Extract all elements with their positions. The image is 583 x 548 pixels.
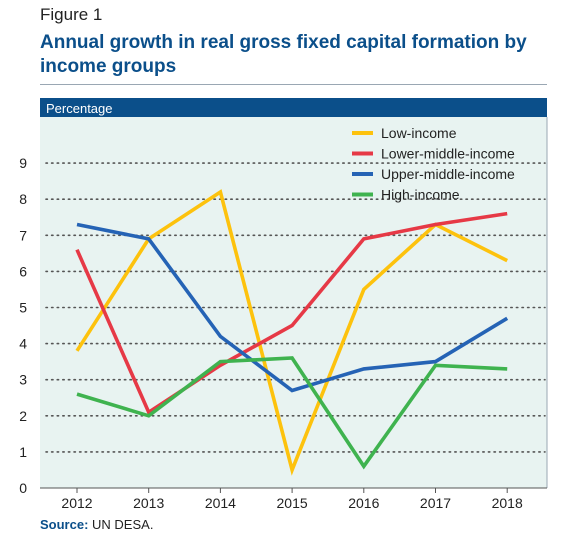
x-tick-label: 2015	[277, 495, 308, 511]
y-tick-label: 5	[19, 300, 27, 316]
y-tick-label: 0	[19, 480, 27, 496]
source-label: Source:	[40, 517, 89, 532]
x-tick-label: 2016	[348, 495, 379, 511]
y-tick-label: 6	[19, 263, 27, 279]
x-tick-label: 2013	[133, 495, 164, 511]
x-tick-label: 2018	[492, 495, 523, 511]
legend-label: Low-income	[381, 125, 457, 141]
chart-title: Annual growth in real gross fixed capita…	[40, 32, 527, 77]
source-text: UN DESA.	[92, 517, 154, 532]
y-tick-label: 4	[19, 336, 27, 352]
series-line-lower-middle-income	[75, 211, 508, 415]
source-note: Source: UN DESA.	[40, 517, 153, 532]
y-tick-label: 3	[19, 372, 27, 388]
x-tick-label: 2017	[420, 495, 451, 511]
y-tick-label: 8	[19, 191, 27, 207]
series-line-high-income	[76, 356, 508, 470]
x-tick-label: 2014	[205, 495, 236, 511]
x-tick-label: 2012	[61, 495, 92, 511]
plot-background	[40, 117, 547, 488]
series-line-upper-middle-income	[76, 222, 509, 393]
y-tick-label: 9	[19, 155, 27, 171]
legend-label: Lower-middle-income	[381, 146, 515, 162]
chart-header-bar	[40, 98, 547, 117]
legend-label: High-income	[381, 187, 460, 203]
title-divider	[40, 84, 547, 85]
y-tick-label: 7	[19, 227, 27, 243]
figure-label: Figure 1	[40, 5, 103, 24]
legend-label: Upper-middle-income	[381, 166, 515, 182]
y-tick-label: 1	[19, 444, 27, 460]
y-axis-label: Percentage	[46, 101, 113, 116]
y-tick-label: 2	[19, 408, 27, 424]
